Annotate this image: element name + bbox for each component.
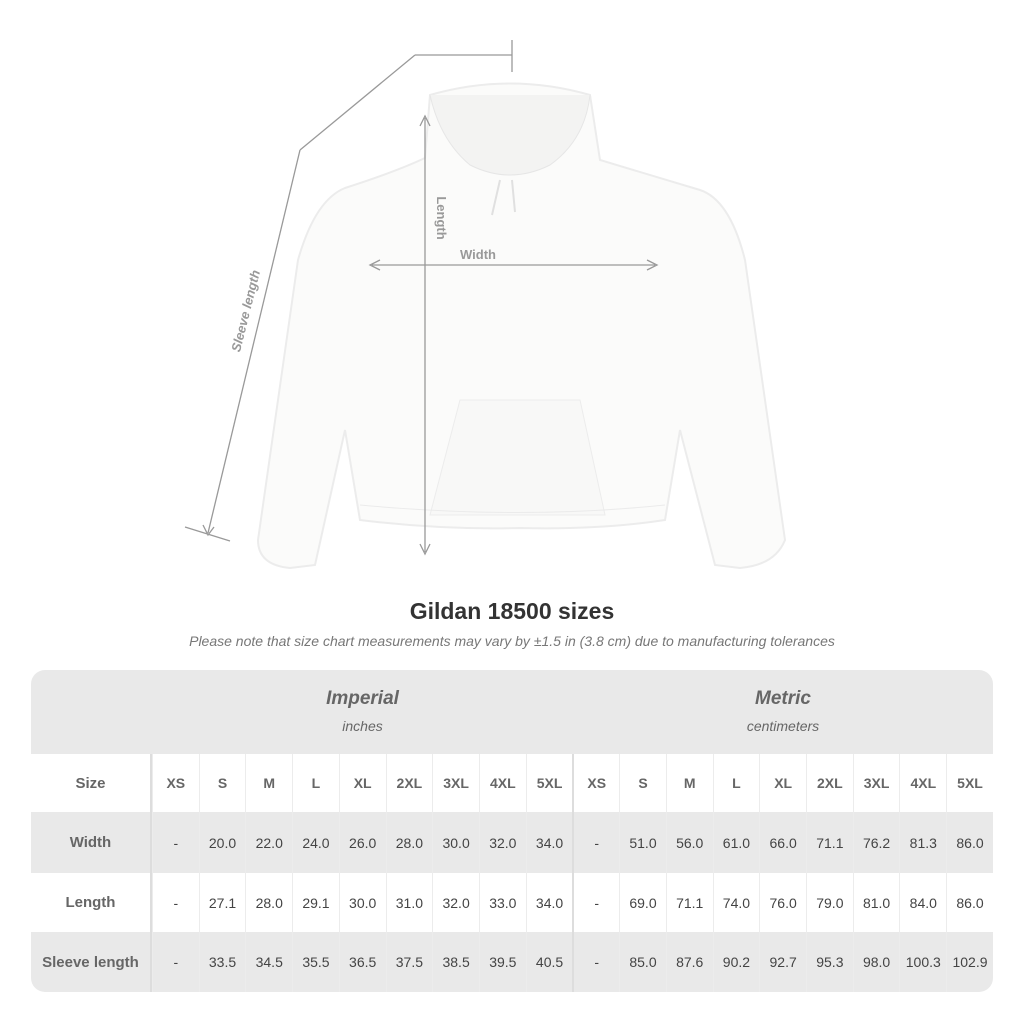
chart-title: Gildan 18500 sizes [409,598,615,624]
imperial-value-cell: 37.5 [385,932,433,992]
metric-size-5xl: 5XL [946,754,993,812]
metric-size-2xl: 2XL [806,754,853,812]
imperial-value-cell: 24.0 [292,812,339,873]
imperial-size-3xl: 3XL [432,754,479,812]
imperial-value-cell: 28.0 [245,873,292,932]
sleeve-length-label: Sleeve length [228,268,263,353]
metric-title: Metric [755,688,811,709]
metric-value-cell: 86.0 [946,873,993,932]
imperial-value-cell: 31.0 [385,873,433,932]
metric-value-cell: 92.7 [759,932,806,992]
metric-unit: centimeters [746,718,820,734]
imperial-value-cell: 20.0 [198,812,246,873]
hoodie-illustration [256,82,787,570]
width-label: Width [460,247,496,262]
metric-value-cell: 76.0 [759,873,806,932]
metric-size-xs: XS [572,754,619,812]
imperial-size-4xl: 4XL [478,754,526,812]
imperial-value-cell: 27.1 [198,873,246,932]
imperial-value-cell: 33.5 [198,932,246,992]
metric-value-cell: 51.0 [619,812,666,873]
imperial-value-cell: 30.0 [432,812,479,873]
metric-group: Metric centimeters [573,688,993,734]
metric-size-l: L [712,754,760,812]
imperial-value-cell: 33.0 [478,873,526,932]
imperial-value-cell: 22.0 [245,812,292,873]
imperial-group: Imperial inches [152,688,573,734]
metric-value-cell: 98.0 [852,932,900,992]
imperial-value-cell: 34.5 [245,932,292,992]
imperial-title: Imperial [326,688,399,709]
imperial-value-cell: 28.0 [385,812,433,873]
imperial-value-cell: 34.0 [525,812,573,873]
hoodie-diagram: Sleeve length Length Width [184,40,787,570]
imperial-size-xs: XS [151,754,199,812]
metric-size-xl: XL [759,754,806,812]
imperial-size-2xl: 2XL [385,754,433,812]
tolerance-note: Please note that size chart measurements… [189,633,835,649]
metric-value-cell: 56.0 [665,812,713,873]
table-row-width: Width -20.0 22.0 24.0 26.0 28.0 30.0 32.0 34.0-5… [31,812,993,873]
metric-value-cell: 71.1 [665,873,713,932]
row-label: Length [31,873,152,932]
size-label: Size [31,754,152,812]
metric-value-cell: 87.6 [665,932,713,992]
imperial-value-cell: 39.5 [478,932,526,992]
imperial-size-m: M [245,754,292,812]
metric-value-cell: 81.0 [852,873,900,932]
metric-value-cell: 71.1 [806,812,853,873]
imperial-value-cell: 29.1 [292,873,339,932]
table-header: Imperial inches Metric centimeters [31,670,993,754]
imperial-value-cell: - [151,812,199,873]
imperial-value-cell: - [151,873,199,932]
metric-size-s: S [619,754,666,812]
metric-value-cell: - [572,873,619,932]
row-label: Width [31,812,152,873]
metric-value-cell: 74.0 [712,873,760,932]
metric-value-cell: 100.3 [899,932,946,992]
imperial-value-cell: 40.5 [525,932,573,992]
imperial-value-cell: 26.0 [338,812,386,873]
imperial-value-cell: 32.0 [478,812,526,873]
table-row-sleeve-length: Sleeve length -33.5 34.5 35.5 36.5 37.5 38.5 39… [31,932,993,992]
metric-size-3xl: 3XL [852,754,900,812]
imperial-value-cell: - [151,932,199,992]
metric-value-cell: - [572,812,619,873]
metric-value-cell: - [572,932,619,992]
imperial-size-5xl: 5XL [525,754,573,812]
metric-value-cell: 61.0 [712,812,760,873]
imperial-size-l: L [292,754,339,812]
metric-value-cell: 69.0 [619,873,666,932]
metric-size-m: M [665,754,713,812]
length-label: Length [434,196,449,239]
metric-value-cell: 81.3 [899,812,946,873]
imperial-size-s: S [198,754,246,812]
metric-value-cell: 66.0 [759,812,806,873]
metric-value-cell: 84.0 [899,873,946,932]
metric-value-cell: 90.2 [712,932,760,992]
metric-value-cell: 79.0 [806,873,853,932]
metric-value-cell: 85.0 [619,932,666,992]
imperial-value-cell: 30.0 [338,873,386,932]
table-row-length: Length -27.1 28.0 29.1 30.0 31.0 32.0 33.0 34.0-… [31,873,993,932]
metric-value-cell: 76.2 [852,812,900,873]
imperial-value-cell: 35.5 [292,932,339,992]
row-label: Sleeve length [31,932,152,992]
size-header-row: Size XS S M L XL 2XL 3XL 4XL 5XL XS S M L XL 2XL 3XL 4XL 5… [31,754,993,812]
size-table: Imperial inches Metric centimeters Size X… [31,670,993,992]
metric-value-cell: 86.0 [946,812,993,873]
metric-value-cell: 95.3 [806,932,853,992]
imperial-value-cell: 32.0 [432,873,479,932]
imperial-size-xl: XL [338,754,386,812]
measurement-lines [184,40,659,556]
metric-value-cell: 102.9 [946,932,993,992]
imperial-value-cell: 36.5 [338,932,386,992]
metric-size-4xl: 4XL [899,754,946,812]
imperial-unit: inches [342,718,383,734]
imperial-value-cell: 34.0 [525,873,573,932]
imperial-value-cell: 38.5 [432,932,479,992]
